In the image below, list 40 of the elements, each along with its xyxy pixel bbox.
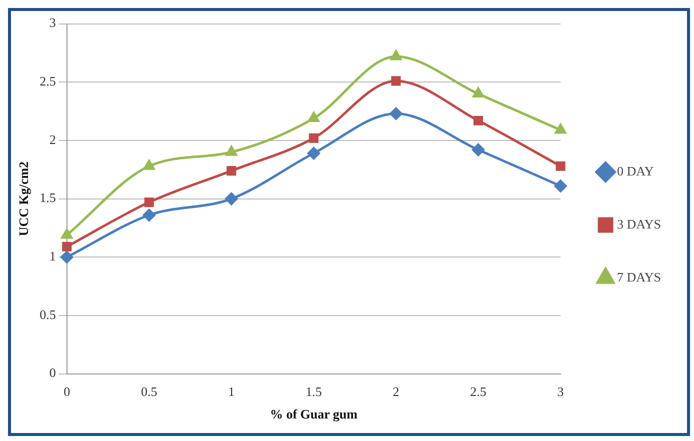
y-tick-label: 2 (49, 132, 56, 147)
legend-label: 0 DAY (617, 163, 654, 178)
point (144, 160, 155, 170)
y-tick-label: 0.5 (40, 306, 56, 322)
point (554, 180, 567, 192)
x-tick-label: 2 (392, 384, 400, 400)
point (307, 147, 320, 160)
point (390, 50, 402, 60)
x-tick-label: 1 (228, 384, 235, 400)
y-axis-title: UCC Kg/cm2 (16, 161, 32, 236)
y-tick-label: 1.5 (40, 190, 56, 206)
x-tick-label: 3 (557, 384, 564, 400)
point (308, 112, 320, 122)
x-tick-label: 1.5 (306, 384, 322, 400)
y-tick-label: 0 (49, 365, 56, 380)
y-tick-label: 3 (49, 15, 56, 30)
x-tick-label: 0.5 (141, 384, 158, 400)
x-axis-title: % of Guar gum (270, 406, 358, 422)
y-tick-label: 2.5 (40, 74, 56, 89)
x-tick-label: 0 (64, 384, 70, 400)
point (472, 88, 484, 98)
point (473, 116, 484, 126)
point (62, 242, 72, 252)
point (554, 124, 566, 134)
point (226, 166, 236, 176)
point (391, 76, 401, 86)
point (556, 161, 566, 171)
x-tick-label: 2.5 (470, 384, 486, 400)
point (225, 192, 238, 206)
point (60, 250, 74, 264)
y-tick-label: 1 (49, 248, 56, 264)
point (144, 198, 154, 208)
point (390, 107, 402, 120)
point (142, 208, 156, 222)
point (226, 146, 237, 156)
point (472, 144, 485, 156)
legend-label: 7 DAYS (617, 269, 661, 284)
point (308, 133, 318, 143)
legend-label: 3 DAYS (617, 216, 661, 232)
point (61, 228, 72, 239)
